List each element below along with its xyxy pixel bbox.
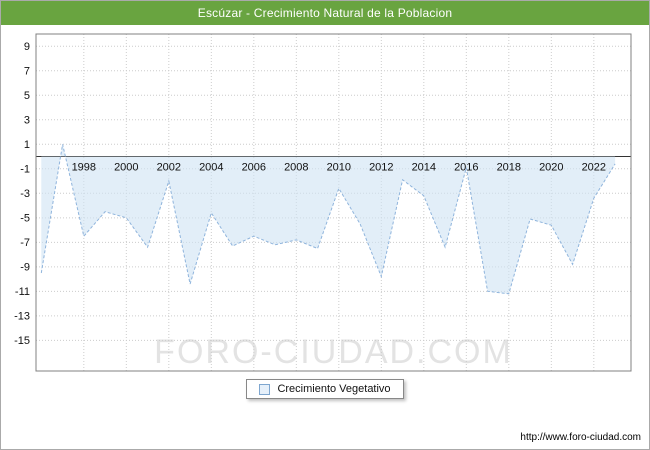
chart-title: Escúzar - Crecimiento Natural de la Pobl…: [197, 6, 453, 20]
plot-border: [35, 33, 632, 372]
legend-marker-icon: [259, 383, 271, 395]
y-tick-label: -5: [20, 212, 30, 224]
chart-area: FORO-CIUDAD.COM 9 7 5 3 1 -1 -3 -5 -7 -9 -11 -13 -15 1…: [1, 25, 649, 375]
chart-title-bar: Escúzar - Crecimiento Natural de la Pobl…: [1, 1, 649, 25]
legend-row: Crecimiento Vegetativo: [1, 379, 649, 399]
x-tick-label: 2020: [539, 162, 563, 174]
x-tick-label: 2008: [284, 162, 308, 174]
site-url[interactable]: http://www.foro-ciudad.com: [520, 432, 641, 443]
legend-label: Crecimiento Vegetativo: [277, 383, 391, 395]
legend[interactable]: Crecimiento Vegetativo: [246, 379, 404, 399]
x-tick-label: 2018: [497, 162, 521, 174]
y-tick-label: -1: [20, 163, 30, 175]
y-tick-label: 7: [24, 65, 30, 77]
plot-svg: FORO-CIUDAD.COM 9 7 5 3 1 -1 -3 -5 -7 -9 -11 -13 -15 1…: [14, 33, 632, 372]
y-tick-label: -15: [14, 335, 30, 347]
y-tick-label: 3: [24, 114, 30, 126]
x-tick-label: 2002: [157, 162, 181, 174]
x-tick-label: 2000: [114, 162, 138, 174]
y-tick-label: 5: [24, 90, 30, 102]
watermark: FORO-CIUDAD.COM: [154, 333, 513, 371]
x-tick-label: 2022: [582, 162, 606, 174]
x-tick-label: 2010: [327, 162, 351, 174]
x-tick-label: 2012: [369, 162, 393, 174]
x-tick-label: 1998: [72, 162, 96, 174]
x-tick-label: 2014: [412, 162, 436, 174]
x-tick-label: 2016: [454, 162, 478, 174]
y-tick-label: -13: [14, 310, 30, 322]
x-tick-label: 2006: [242, 162, 266, 174]
y-tick-label: -7: [20, 237, 30, 249]
y-tick-label: -3: [20, 188, 30, 200]
y-tick-label: 9: [24, 41, 30, 53]
y-tick-label: -11: [15, 286, 30, 298]
series-line: [40, 144, 616, 295]
y-tick-label: -9: [20, 261, 30, 273]
y-tick-label: 1: [24, 139, 30, 151]
x-tick-label: 2004: [199, 162, 223, 174]
